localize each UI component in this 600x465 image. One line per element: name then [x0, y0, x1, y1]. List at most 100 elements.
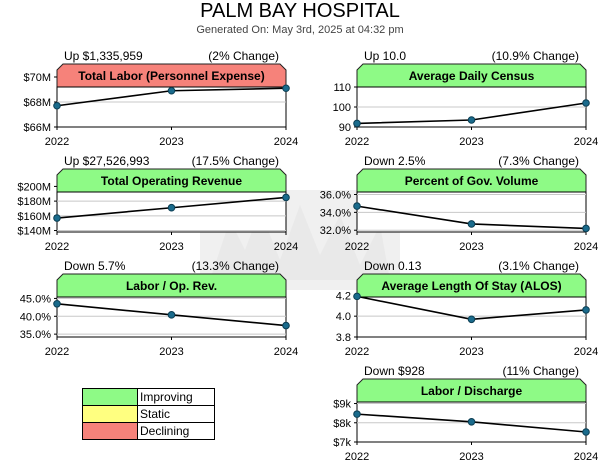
x-tick-label: 2022 [345, 136, 369, 148]
data-point [282, 84, 290, 93]
y-tick-label: $160M [17, 211, 51, 223]
data-point [467, 418, 476, 426]
x-tick-label: 2023 [459, 241, 483, 253]
y-tick-label: $9k [333, 399, 351, 411]
data-point [53, 101, 61, 110]
chart-panel: Down 5.7% (13.3% Change) Labor / Op. Rev. 3… [20, 259, 298, 358]
y-tick-label: 34.0% [320, 207, 351, 219]
data-point [282, 193, 290, 202]
y-tick-label: $8k [333, 418, 351, 430]
chart-title: Average Daily Census [409, 69, 535, 83]
x-tick-label: 2022 [345, 241, 369, 253]
status-legend: Improving Static Declining [82, 388, 215, 440]
y-tick-label: 36.0% [320, 190, 351, 202]
chart-title: Labor / Discharge [421, 384, 523, 398]
data-point [353, 292, 361, 301]
change-percent: (13.3% Change) [192, 259, 279, 273]
legend-item-improving: Improving [82, 388, 215, 406]
change-percent: (10.9% Change) [492, 49, 579, 63]
data-point [353, 410, 361, 418]
change-label: Down 0.13 [364, 259, 422, 273]
chart-panel: Up 10.0 (10.9% Change) Average Daily Censu… [333, 49, 599, 148]
x-tick-label: 2024 [574, 136, 598, 148]
y-tick-label: 35.0% [20, 329, 51, 341]
data-point [467, 315, 476, 324]
chart-title: Labor / Op. Rev. [126, 279, 217, 293]
chart-panel: Down 2.5% (7.3% Change) Percent of Gov. Vo… [320, 154, 598, 253]
x-tick-label: 2024 [574, 241, 598, 253]
y-tick-label: $180M [17, 196, 51, 208]
chart-title: Total Labor (Personnel Expense) [78, 69, 264, 83]
change-percent: (2% Change) [208, 49, 279, 63]
change-label: Down 5.7% [64, 259, 126, 273]
y-tick-label: 4.0 [336, 311, 351, 323]
chart-title: Percent of Gov. Volume [405, 174, 539, 188]
x-tick-label: 2023 [159, 136, 183, 148]
x-tick-label: 2022 [45, 241, 69, 253]
change-percent: (7.3% Change) [498, 154, 579, 168]
chart-title: Average Length Of Stay (ALOS) [381, 279, 561, 293]
chart-panel: Up $1,335,959 (2% Change) Total Labor (Per… [23, 49, 298, 148]
y-tick-label: 4.2 [336, 290, 351, 302]
change-label: Down $928 [364, 364, 425, 378]
legend-label: Static [137, 405, 215, 423]
chart-title: Total Operating Revenue [101, 174, 242, 188]
y-tick-label: 32.0% [320, 225, 351, 237]
y-tick-label: $70M [23, 72, 51, 84]
data-point [282, 321, 290, 330]
change-label: Up $1,335,959 [64, 49, 143, 63]
legend-swatch-improving [82, 388, 138, 406]
legend-item-static: Static [82, 405, 215, 423]
legend-item-declining: Declining [82, 422, 215, 440]
data-point [167, 311, 176, 319]
chart-panel: Down $928 (11% Change) Labor / Discharge $7… [333, 364, 598, 463]
y-tick-label: $66M [23, 122, 51, 134]
y-tick-label: 3.8 [336, 332, 351, 344]
data-point [467, 220, 476, 228]
data-point [582, 224, 590, 233]
legend-label: Improving [137, 388, 215, 406]
y-tick-label: $68M [23, 97, 51, 109]
data-point [353, 202, 361, 210]
x-tick-label: 2022 [45, 136, 69, 148]
data-point [582, 306, 590, 314]
data-point [582, 428, 590, 436]
y-tick-label: 100 [333, 102, 351, 114]
x-tick-label: 2022 [345, 346, 369, 358]
x-tick-label: 2022 [345, 451, 369, 463]
data-point [167, 203, 176, 212]
y-tick-label: $200M [17, 181, 51, 193]
y-tick-label: 45.0% [20, 293, 51, 305]
y-tick-label: 90 [339, 122, 351, 134]
data-point [53, 299, 61, 308]
chart-panel: Down 0.13 (3.1% Change) Average Length Of … [336, 259, 599, 358]
x-tick-label: 2024 [574, 451, 598, 463]
x-tick-label: 2024 [274, 346, 298, 358]
y-tick-label: $140M [17, 226, 51, 238]
x-tick-label: 2023 [159, 241, 183, 253]
x-tick-label: 2024 [274, 136, 298, 148]
data-point [467, 116, 476, 124]
x-tick-label: 2024 [274, 241, 298, 253]
data-point [53, 214, 61, 222]
data-point [582, 99, 590, 107]
y-tick-label: 40.0% [20, 311, 51, 323]
x-tick-label: 2023 [459, 451, 483, 463]
chart-panel: Up $27,526,993 (17.5% Change) Total Operat… [17, 154, 298, 253]
legend-swatch-static [82, 405, 138, 423]
change-label: Down 2.5% [364, 154, 426, 168]
change-percent: (11% Change) [503, 364, 580, 378]
change-percent: (17.5% Change) [192, 154, 279, 168]
legend-swatch-declining [82, 422, 138, 440]
plot-area [56, 191, 287, 233]
x-tick-label: 2023 [459, 136, 483, 148]
legend-label: Declining [137, 422, 215, 440]
change-label: Up $27,526,993 [64, 154, 150, 168]
generated-date: Generated On: May 3rd, 2025 at 04:32 pm [196, 24, 404, 36]
change-label: Up 10.0 [364, 49, 406, 63]
y-tick-label: 110 [333, 82, 351, 94]
x-tick-label: 2023 [159, 346, 183, 358]
page-title: PALM BAY HOSPITAL [200, 0, 400, 22]
data-point [167, 86, 176, 95]
x-tick-label: 2024 [574, 346, 598, 358]
